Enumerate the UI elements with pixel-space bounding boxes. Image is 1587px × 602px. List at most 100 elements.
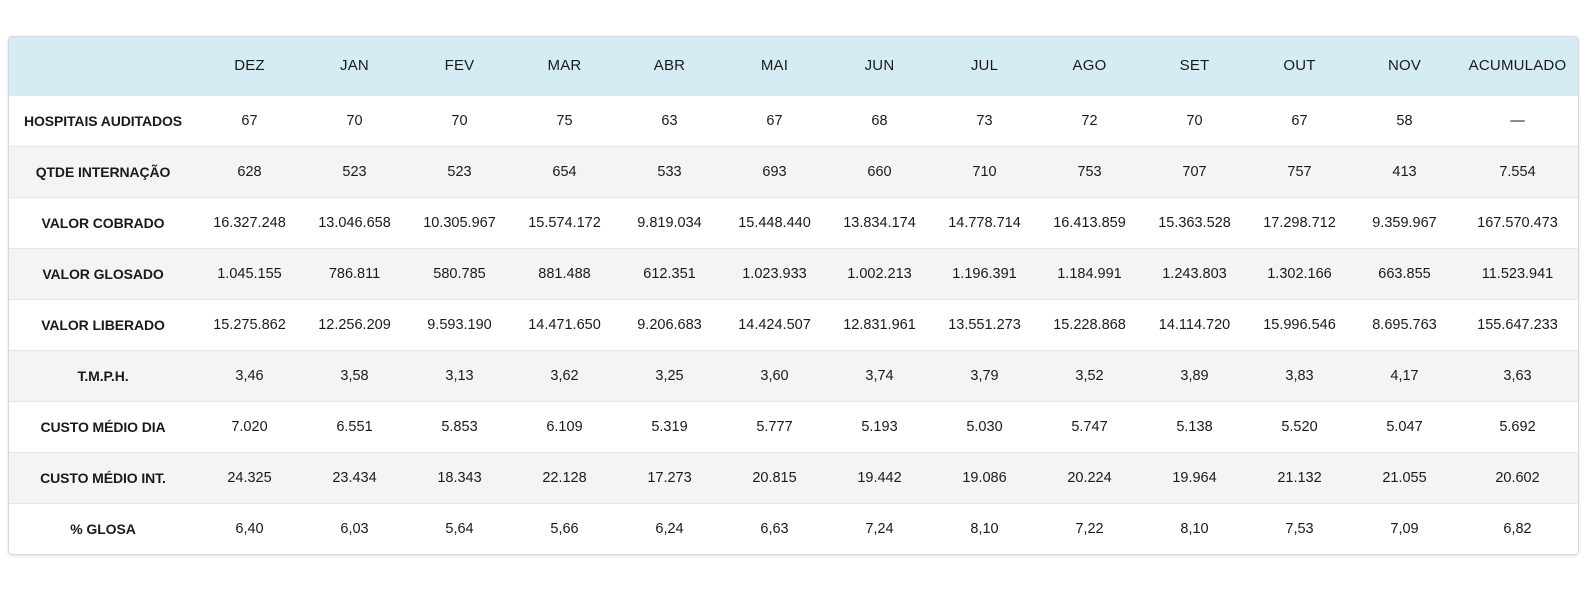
column-header-set: SET	[1179, 57, 1210, 75]
table-cell: 660	[867, 163, 892, 180]
table-row: VALOR COBRADO 16.327.248 13.046.658 10.305.…	[9, 197, 1578, 248]
table-cell: 5.777	[756, 418, 793, 435]
table-row: % GLOSA 6,40 6,03 5,64 5,66 6,24 6,63 7,24 8,10 7…	[9, 503, 1578, 554]
table-cell: 22.128	[542, 469, 587, 486]
row-label: CUSTO MÉDIO DIA	[40, 418, 166, 435]
column-header-ago: AGO	[1072, 57, 1107, 75]
table-cell: 70	[451, 112, 468, 129]
table-cell: 1.045.155	[217, 265, 282, 282]
table-cell: 16.413.859	[1053, 214, 1126, 231]
table-cell: 19.964	[1172, 469, 1217, 486]
table-cell: 8.695.763	[1372, 316, 1437, 333]
table-cell: 6.109	[546, 418, 583, 435]
table-cell: 3,89	[1180, 367, 1209, 384]
table-cell: 67	[241, 112, 258, 129]
table-cell: 5,64	[445, 520, 474, 537]
table-row: HOSPITAIS AUDITADOS 67 70 70 75 63 67 68 73 72 70 6…	[9, 95, 1578, 146]
data-table-card: DEZ JAN FEV MAR ABR MAI JUN JUL AGO SET OUT NOV ACUM…	[8, 36, 1579, 555]
table-cell: 3,79	[970, 367, 999, 384]
table-cell: 68	[871, 112, 888, 129]
table-cell: 413	[1392, 163, 1417, 180]
row-label: VALOR GLOSADO	[42, 265, 164, 282]
table-cell: 6,24	[655, 520, 684, 537]
table-cell: 6,40	[235, 520, 264, 537]
table-row: CUSTO MÉDIO DIA 7.020 6.551 5.853 6.109 5.319…	[9, 401, 1578, 452]
table-cell: 533	[657, 163, 682, 180]
table-cell: 20.602	[1495, 469, 1540, 486]
row-label: QTDE INTERNAÇÃO	[35, 163, 171, 180]
table-cell: 75	[556, 112, 573, 129]
table-row: VALOR GLOSADO 1.045.155 786.811 580.785 881.…	[9, 248, 1578, 299]
table-cell: 8,10	[1180, 520, 1209, 537]
table-cell: 5.193	[861, 418, 898, 435]
table-cell: 5.138	[1176, 418, 1213, 435]
table-cell: 7,53	[1285, 520, 1314, 537]
table-cell: 67	[1291, 112, 1308, 129]
table-cell: 3,74	[865, 367, 894, 384]
table-cell: 70	[1186, 112, 1203, 129]
table-cell: 1.023.933	[742, 265, 807, 282]
row-label: % GLOSA	[70, 520, 136, 537]
column-header-abr: ABR	[653, 57, 686, 75]
table-cell: 167.570.473	[1477, 214, 1558, 231]
table-cell: 523	[342, 163, 367, 180]
table-cell: —	[1510, 112, 1525, 129]
row-label: VALOR LIBERADO	[41, 316, 165, 333]
table-cell: 19.086	[962, 469, 1007, 486]
table-cell: 14.778.714	[948, 214, 1021, 231]
table-cell: 9.206.683	[637, 316, 702, 333]
table-cell: 1.302.166	[1267, 265, 1332, 282]
column-header-nov: NOV	[1387, 57, 1422, 75]
table-body: HOSPITAIS AUDITADOS 67 70 70 75 63 67 68 73 72 70 6…	[9, 95, 1578, 554]
table-cell: 6,82	[1503, 520, 1532, 537]
table-cell: 1.184.991	[1057, 265, 1122, 282]
table-cell: 10.305.967	[423, 214, 496, 231]
table-cell: 12.831.961	[843, 316, 916, 333]
table-cell: 663.855	[1378, 265, 1431, 282]
table-cell: 580.785	[433, 265, 486, 282]
table-cell: 155.647.233	[1477, 316, 1558, 333]
table-cell: 5.030	[966, 418, 1003, 435]
table-cell: 14.424.507	[738, 316, 811, 333]
row-label: CUSTO MÉDIO INT.	[40, 469, 166, 486]
table-cell: 13.834.174	[843, 214, 916, 231]
table-cell: 7,24	[865, 520, 894, 537]
table-cell: 58	[1396, 112, 1413, 129]
table-cell: 14.114.720	[1158, 316, 1231, 333]
table-cell: 3,60	[760, 367, 789, 384]
table-cell: 1.002.213	[847, 265, 912, 282]
table-cell: 15.275.862	[213, 316, 286, 333]
table-row: T.M.P.H. 3,46 3,58 3,13 3,62 3,25 3,60 3,74 3,79…	[9, 350, 1578, 401]
table-cell: 710	[972, 163, 997, 180]
table-cell: 3,62	[550, 367, 579, 384]
table-header: DEZ JAN FEV MAR ABR MAI JUN JUL AGO SET OUT NOV ACUM…	[9, 37, 1578, 95]
column-header-mai: MAI	[760, 57, 789, 75]
table-row: CUSTO MÉDIO INT. 24.325 23.434 18.343 22.128…	[9, 452, 1578, 503]
table-cell: 14.471.650	[528, 316, 601, 333]
table-cell: 15.228.868	[1053, 316, 1126, 333]
table-cell: 6,03	[340, 520, 369, 537]
table-cell: 17.298.712	[1263, 214, 1336, 231]
table-cell: 5.747	[1071, 418, 1108, 435]
table-cell: 654	[552, 163, 577, 180]
header-cell-blank	[9, 37, 197, 95]
column-header-fev: FEV	[444, 57, 475, 75]
table-cell: 628	[237, 163, 262, 180]
table-cell: 17.273	[647, 469, 692, 486]
table-cell: 11.523.941	[1481, 265, 1554, 282]
column-header-out: OUT	[1283, 57, 1316, 75]
header-row: DEZ JAN FEV MAR ABR MAI JUN JUL AGO SET OUT NOV ACUM…	[9, 37, 1578, 95]
table-cell: 9.819.034	[637, 214, 702, 231]
column-header-jul: JUL	[970, 57, 999, 75]
table-cell: 5.047	[1386, 418, 1423, 435]
table-cell: 67	[766, 112, 783, 129]
table-cell: 786.811	[328, 265, 381, 282]
table-cell: 3,63	[1503, 367, 1532, 384]
hospital-audit-table: DEZ JAN FEV MAR ABR MAI JUN JUL AGO SET OUT NOV ACUM…	[9, 37, 1578, 554]
table-cell: 8,10	[970, 520, 999, 537]
table-cell: 72	[1081, 112, 1098, 129]
table-cell: 693	[762, 163, 787, 180]
table-cell: 707	[1182, 163, 1207, 180]
column-header-jan: JAN	[340, 57, 369, 75]
table-cell: 6.551	[336, 418, 373, 435]
